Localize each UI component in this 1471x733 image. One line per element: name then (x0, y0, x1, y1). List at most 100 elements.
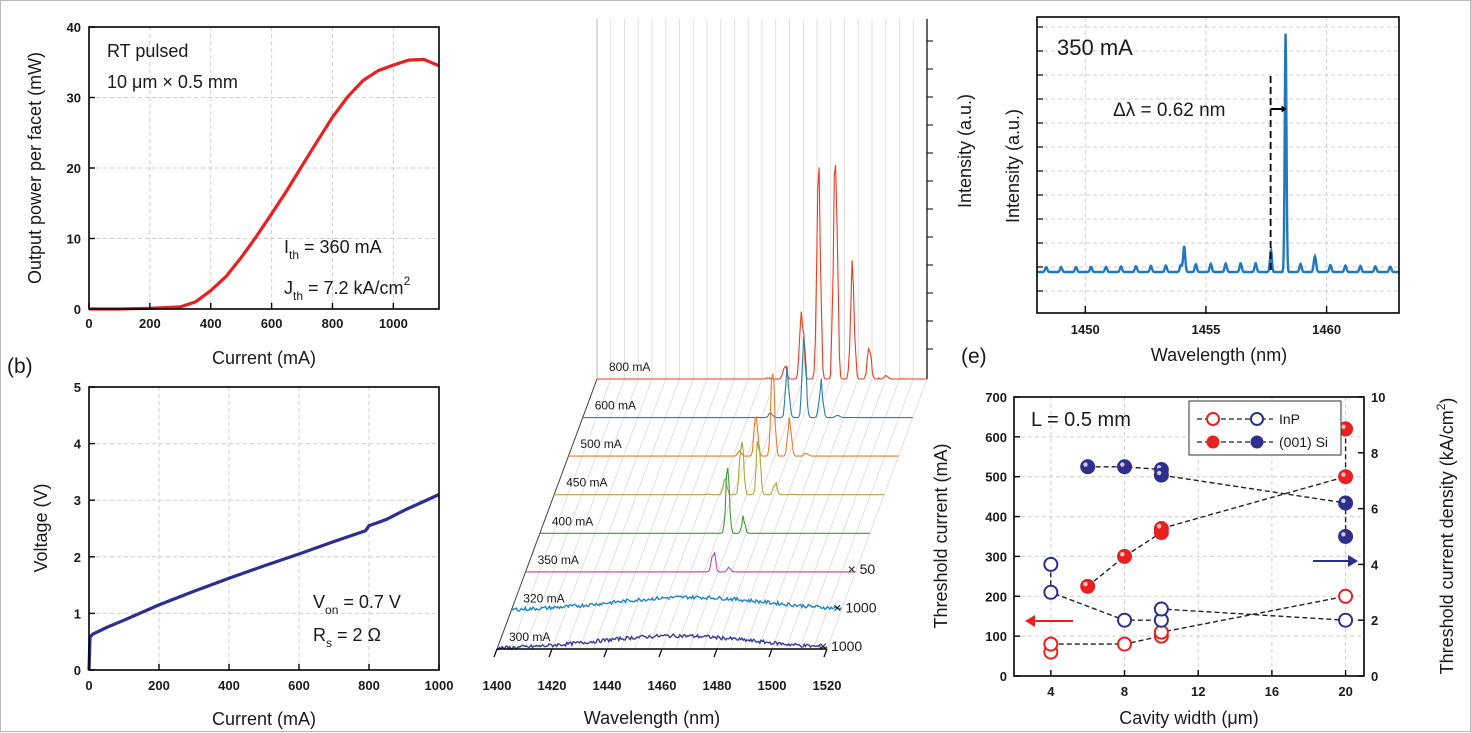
jth-value: = 7.2 kA/cm (303, 278, 404, 298)
panel-e-ticklabel-x: 8 (1121, 684, 1128, 699)
panel-e-marker-filled (1338, 469, 1354, 485)
ith-symbol: I (284, 237, 289, 257)
panel-e-frame (1013, 396, 1365, 677)
panel-e-connector-line (1087, 466, 1347, 537)
panel-a-annotation-size: 10 μm × 0.5 mm (107, 72, 238, 92)
panel-a-ticklabel-x: 1000 (379, 316, 408, 331)
panel-c-ticklabel-x: 1500 (758, 678, 787, 693)
panel-e-marker-filled (1338, 495, 1354, 511)
panel-a-ticklabel-x: 0 (85, 316, 92, 331)
panel-a-ticklabel-x: 400 (200, 316, 222, 331)
panel-c-floor-gridline (675, 378, 777, 650)
panel-d-ticklabel-x: 1450 (1071, 322, 1100, 337)
panel-c-trace (597, 164, 927, 380)
panel-e-marker-open (1043, 584, 1059, 600)
ith-value: = 360 mA (299, 237, 382, 257)
panel-b-annotation-von: Von = 0.7 V (313, 592, 401, 617)
panel-b-annotation-rs: Rs = 2 Ω (313, 625, 381, 650)
panel-a-ticklabel-x: 200 (139, 316, 161, 331)
panel-a-ticklabel-x: 600 (261, 316, 283, 331)
panel-c-trace (496, 632, 828, 651)
panel-e-ticklabel-y2: 0 (1371, 669, 1378, 684)
panel-d: 1450 1455 1460 Wavelength (nm) Intensity (… (1003, 16, 1400, 365)
panel-c-trace-label: 800 mA (609, 360, 650, 374)
panel-b-ticklabel-y: 2 (74, 550, 81, 565)
panel-d-ticklabel-x: 1460 (1312, 322, 1341, 337)
panel-c-floor-gridline (524, 378, 625, 650)
panel-e-ticklabel-y2: 2 (1371, 613, 1378, 628)
legend-marker-blue-filled (1250, 435, 1264, 449)
panel-a-ticklabel-y: 0 (74, 302, 81, 317)
panel-e-marker-highlight (1341, 498, 1346, 504)
panel-c-floor-gridline (620, 378, 722, 650)
output-power-curve (89, 57, 440, 311)
panel-e-label: (e) (961, 345, 987, 368)
panel-c-ylabel: Intensity (a.u.) (955, 94, 975, 208)
panel-c-floor-gridline (716, 378, 818, 650)
y2label-superscript: 2 (1434, 403, 1448, 410)
panel-e-marker-filled (1338, 529, 1354, 544)
voltage-curve (87, 493, 440, 671)
panel-c-ticklabel-x: 1460 (648, 678, 677, 693)
panel-e-legend: InP (001) Si (1188, 400, 1342, 456)
spectrum-350ma-curve (1037, 33, 1399, 274)
panel-e-marker-filled (1117, 548, 1133, 564)
panel-e-marker-open (1338, 612, 1354, 628)
panel-e-marker-filled (1153, 521, 1169, 537)
panel-c-ticklabel-x: 1520 (813, 678, 842, 693)
legend-marker-blue-open (1250, 412, 1264, 426)
panel-c: 800 mA 600 mA 500 mA 450 mA 400 mA 350 mA × 50… (483, 19, 975, 728)
panel-d-ticklabel-x: 1455 (1191, 322, 1220, 337)
panel-c-floor-gridline (661, 378, 763, 650)
panel-a-annotation-ith: Ith = 360 mA (284, 237, 382, 262)
panel-c-floor-gridline (744, 378, 845, 650)
panel-c-trace-label: 450 mA (566, 476, 607, 490)
panel-d-frame (1036, 16, 1400, 314)
panel-e-marker-highlight (1341, 424, 1346, 429)
panel-e-marker-open (1338, 588, 1354, 604)
legend-label-si: (001) Si (1279, 434, 1328, 450)
panel-e-left-arrowhead (1025, 615, 1035, 627)
panel-d-arrowhead (1281, 105, 1287, 113)
panel-c-floor-gridline (826, 378, 928, 650)
panel-e-marker-open (1153, 601, 1169, 617)
panel-c-floor-gridline (812, 378, 914, 650)
panel-c-tick-x (768, 648, 773, 658)
panel-c-floor-gridline (689, 378, 790, 650)
panel-e-ticklabel-x: 16 (1265, 684, 1279, 699)
panel-c-tick-x (823, 648, 828, 658)
rs-value: = 2 Ω (332, 625, 381, 645)
panel-c-ticklabel-x: 1420 (538, 678, 567, 693)
panel-c-floor-gridline (592, 378, 694, 650)
panel-e-ticklabel-y: 600 (985, 430, 1007, 445)
panel-e-ticklabel-y2: 6 (1371, 502, 1378, 517)
panel-c-trace (568, 373, 899, 457)
panel-b-ticklabel-y: 3 (74, 493, 81, 508)
panel-c-floor-gridline (634, 378, 735, 650)
panel-b-ticklabel-y: 1 (74, 606, 81, 621)
panel-a-ticklabel-x: 800 (322, 316, 344, 331)
panel-b-ylabel: Voltage (V) (31, 483, 51, 572)
panel-e-connector-line (1050, 595, 1346, 653)
panel-a-annotation-rt-pulsed: RT pulsed (107, 41, 188, 61)
panel-b-ticklabel-y: 0 (74, 663, 81, 678)
panel-e-ticklabel-y: 400 (985, 510, 1007, 525)
panel-b: (b) 0 200 400 600 800 1000 0 1 2 3 4 5 Current (mA)… (7, 355, 453, 729)
panel-c-floor-gridline (551, 378, 653, 650)
panel-c-trace-label: 500 mA (580, 437, 621, 451)
panel-e-marker-filled (1153, 467, 1169, 483)
von-value: = 0.7 V (338, 592, 401, 612)
panel-c-floor-gridline (702, 378, 804, 650)
panel-e-ticklabel-y: 0 (1000, 669, 1007, 684)
panel-e-marker-highlight (1341, 472, 1346, 477)
panel-c-floor-gridline (510, 378, 612, 650)
panel-c-multiplier-label: × 1000 (819, 638, 862, 654)
panel-c-trace-label: 350 mA (538, 553, 579, 567)
panel-e-ticklabel-y2: 8 (1371, 446, 1378, 461)
panel-a-ticklabel-y: 10 (67, 232, 81, 247)
rs-symbol: R (313, 625, 326, 645)
panel-e-marker-highlight (1120, 462, 1125, 467)
